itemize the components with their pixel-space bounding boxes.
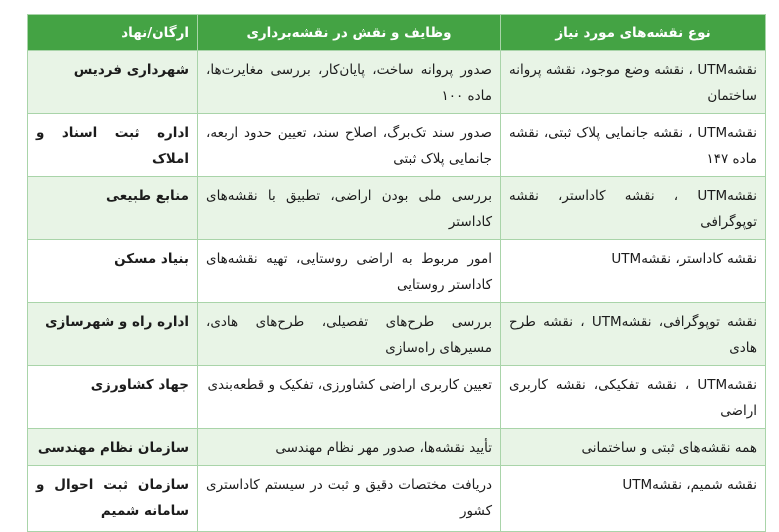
org-cell: جهاد کشاورزی — [27, 365, 198, 429]
table-header: نوع نقشه‌های مورد نیاز وظایف و نقش در نق… — [27, 14, 766, 51]
header-cell-duties: وظایف و نقش در نقشه‌برداری — [197, 14, 501, 51]
table-row-civil-registration-shamim: نقشه شمیم، نقشه‌UTM دریافت مختصات دقیق و… — [27, 465, 766, 532]
org-cell: اداره راه و شهرسازی — [27, 302, 198, 366]
table-row-engineering-order: همه نقشه‌های ثبتی و ساختمانی تأیید نقشه‌… — [27, 428, 766, 466]
table-row-housing-foundation: نقشه کاداستر، نقشه‌UTM امور مربوط به ارا… — [27, 239, 766, 303]
maps-cell: نقشه‌UTM ، نقشه تفکیکی، نقشه کاربری اراض… — [500, 365, 766, 429]
duties-cell: صدور سند تک‌برگ، اصلاح سند، تعیین حدود ا… — [197, 113, 501, 177]
org-cell: سازمان ثبت احوال و سامانه شمیم — [27, 465, 198, 532]
duties-cell: امور مربوط به اراضی روستایی، تهیه نقشه‌ه… — [197, 239, 501, 303]
table-row-roads-urban-development: نقشه توپوگرافی، نقشه‌UTM ، نقشه طرح هادی… — [27, 302, 766, 366]
duties-cell: تأیید نقشه‌ها، صدور مهر نظام مهندسی — [197, 428, 501, 466]
duties-cell: دریافت مختصات دقیق و ثبت در سیستم کاداست… — [197, 465, 501, 532]
maps-cell: نقشه‌UTM ، نقشه جانمایی پلاک ثبتی، نقشه … — [500, 113, 766, 177]
org-cell: منابع طبیعی — [27, 176, 198, 240]
org-cell: اداره ثبت اسناد و املاک — [27, 113, 198, 177]
table-row-deeds-registry: نقشه‌UTM ، نقشه جانمایی پلاک ثبتی، نقشه … — [27, 113, 766, 177]
maps-cell: نقشه کاداستر، نقشه‌UTM — [500, 239, 766, 303]
header-cell-org: ارگان/نهاد — [27, 14, 198, 51]
maps-cell: نقشه توپوگرافی، نقشه‌UTM ، نقشه طرح هادی — [500, 302, 766, 366]
duties-cell: صدور پروانه ساخت، پایان‌کار، بررسی مغایر… — [197, 50, 501, 114]
duties-cell: بررسی ملی بودن اراضی، تطبیق با نقشه‌های … — [197, 176, 501, 240]
table-row-agriculture-jihad: نقشه‌UTM ، نقشه تفکیکی، نقشه کاربری اراض… — [27, 365, 766, 429]
header-row: نوع نقشه‌های مورد نیاز وظایف و نقش در نق… — [27, 14, 766, 51]
org-cell: بنیاد مسکن — [27, 239, 198, 303]
requirements-table: نوع نقشه‌های مورد نیاز وظایف و نقش در نق… — [27, 14, 766, 532]
maps-cell: نقشه‌UTM ، نقشه وضع موجود، نقشه پروانه س… — [500, 50, 766, 114]
duties-cell: بررسی طرح‌های تفصیلی، طرح‌های هادی، مسیر… — [197, 302, 501, 366]
maps-cell: نقشه‌UTM ، نقشه کاداستر، نقشه توپوگرافی — [500, 176, 766, 240]
table-row-natural-resources: نقشه‌UTM ، نقشه کاداستر، نقشه توپوگرافی … — [27, 176, 766, 240]
maps-cell: نقشه شمیم، نقشه‌UTM — [500, 465, 766, 532]
header-cell-maps: نوع نقشه‌های مورد نیاز — [500, 14, 766, 51]
org-cell: شهرداری فردیس — [27, 50, 198, 114]
table-body: نقشه‌UTM ، نقشه وضع موجود، نقشه پروانه س… — [27, 50, 766, 532]
table-row-fardis-municipality: نقشه‌UTM ، نقشه وضع موجود، نقشه پروانه س… — [27, 50, 766, 114]
org-cell: سازمان نظام مهندسی — [27, 428, 198, 466]
maps-cell: همه نقشه‌های ثبتی و ساختمانی — [500, 428, 766, 466]
duties-cell: تعیین کاربری اراضی کشاورزی، تفکیک و قطعه… — [197, 365, 501, 429]
